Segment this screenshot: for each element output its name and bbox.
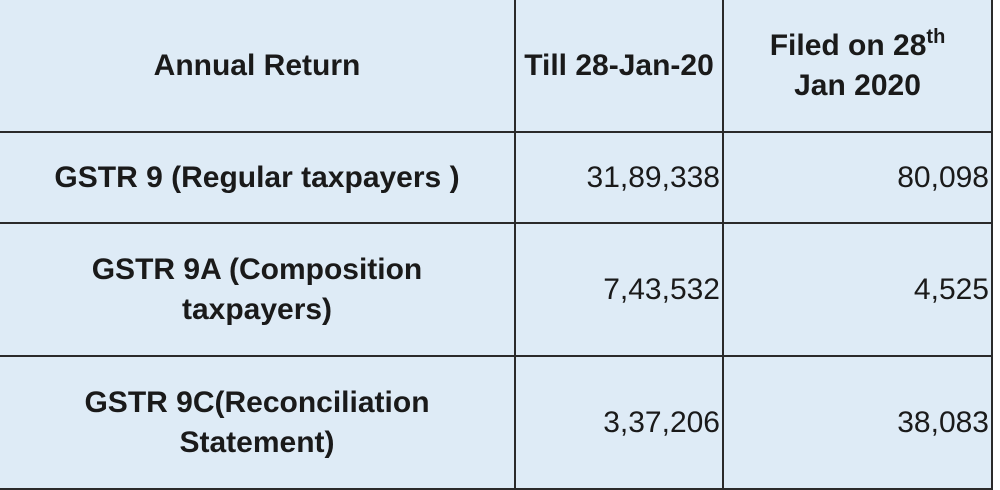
count: 31,89,338: [514, 131, 724, 224]
count: 38,083: [722, 355, 993, 490]
header-cell: Filed on 28th Jan 2020: [722, 0, 993, 133]
header-cell: Till 28-Jan-20: [514, 0, 724, 133]
header-superscript: th: [926, 25, 946, 48]
return-name: GSTR 9A (Composition taxpayers): [0, 222, 516, 357]
row: GSTR 9A (Composition taxpayers) 7,43,532…: [0, 222, 993, 357]
count: 80,098: [722, 131, 993, 224]
row: GSTR 9C(Reconciliation Statement) 3,37,2…: [0, 355, 993, 490]
header-text: Filed on 28: [769, 28, 927, 62]
count: 3,37,206: [514, 355, 724, 490]
header-cell: Annual Return: [0, 0, 516, 133]
count: 4,525: [722, 222, 993, 357]
count: 7,43,532: [514, 222, 724, 357]
header-row: Annual Return Till 28-Jan-20 Filed on 28…: [0, 0, 993, 133]
return-name: GSTR 9 (Regular taxpayers ): [0, 131, 516, 224]
return-name: GSTR 9C(Reconciliation Statement): [0, 355, 516, 490]
row: GSTR 9 (Regular taxpayers ) 31,89,338 80…: [0, 131, 993, 224]
header-text: Jan 2020: [794, 68, 921, 102]
